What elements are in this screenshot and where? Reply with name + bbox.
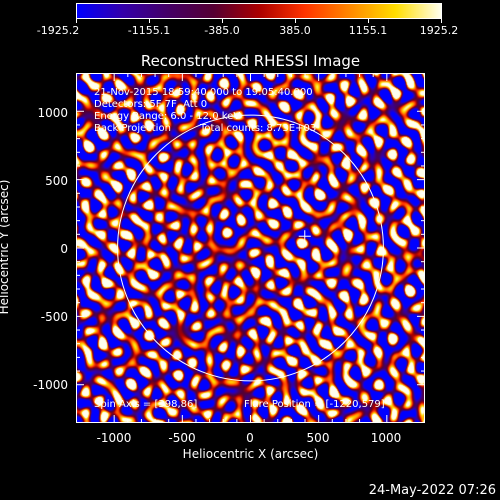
spin-axis-marker xyxy=(298,230,311,243)
colorbar-label: -1155.1 xyxy=(127,24,171,37)
axis-ticks xyxy=(76,73,425,423)
y-axis-label: Heliocentric Y (arcsec) xyxy=(0,179,11,315)
footer-date: 24-May-2022 07:26 xyxy=(368,483,496,498)
colorbar xyxy=(76,3,442,19)
y-tick-label: -500 xyxy=(40,310,68,324)
colorbar-tick xyxy=(295,19,296,23)
x-tick-label: 0 xyxy=(246,431,254,445)
colorbar-label: 385.0 xyxy=(279,24,311,37)
x-tick-label: -1000 xyxy=(96,431,132,445)
info-energy: Energy Range: 6.0 - 12.0 keV xyxy=(94,111,241,122)
x-tick-label: 500 xyxy=(306,431,330,445)
info-spin-axis: Spin Axis = [398,86] xyxy=(94,399,198,410)
rhessi-image xyxy=(76,73,425,423)
x-tick-label: 1000 xyxy=(370,431,402,445)
y-tick-label: -1000 xyxy=(33,378,68,392)
colorbar-tick xyxy=(441,19,442,23)
info-method: Back Projection xyxy=(94,123,171,134)
solar-limb-circle xyxy=(117,114,384,382)
colorbar-label: 1155.1 xyxy=(348,24,388,37)
y-tick-label: 1000 xyxy=(37,106,68,120)
plot-overlay xyxy=(76,73,425,423)
colorbar-tick xyxy=(222,19,223,23)
plot-title: Reconstructed RHESSI Image xyxy=(140,52,361,70)
info-time: 21-Nov-2015 18:59:40.000 to 19:05:40.000 xyxy=(94,87,313,98)
y-tick-label: 500 xyxy=(45,174,68,188)
x-tick-label: -500 xyxy=(168,431,196,445)
colorbar-tick xyxy=(76,19,77,23)
colorbar-label: 1925.2 xyxy=(419,24,459,37)
image-plot: 21-Nov-2015 18:59:40.000 to 19:05:40.000… xyxy=(76,73,425,423)
x-axis-label: Heliocentric X (arcsec) xyxy=(182,447,319,461)
info-counts: Total counts: 8.73E+03 xyxy=(200,123,317,134)
colorbar-tick xyxy=(368,19,369,23)
info-flare-position: Flare Position = [-1220,579] xyxy=(244,399,385,410)
colorbar-gradient xyxy=(77,4,441,18)
colorbar-tick xyxy=(149,19,150,23)
y-tick-label: 0 xyxy=(60,242,68,256)
colorbar-label: -385.0 xyxy=(204,24,240,37)
colorbar-label: -1925.2 xyxy=(36,24,80,37)
info-detectors: Detectors: 5F 7F, Att 0 xyxy=(94,99,208,110)
